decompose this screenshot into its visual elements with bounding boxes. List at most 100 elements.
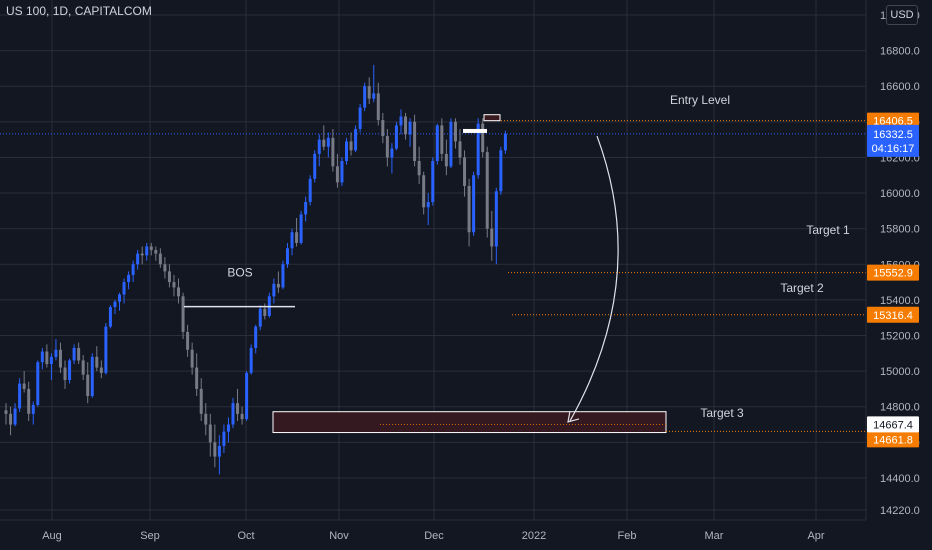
- candle-body: [127, 274, 131, 283]
- tag-value: 16332.5: [873, 129, 913, 141]
- level-name-label: Entry Level: [670, 93, 730, 107]
- candle-body: [195, 367, 199, 389]
- tag-bg: [867, 264, 919, 281]
- candle-body: [467, 185, 471, 233]
- target-3-zone: [272, 411, 667, 434]
- candle-body: [72, 347, 76, 361]
- y-tick-label: 14220.0: [880, 505, 920, 517]
- candle-body: [463, 157, 467, 186]
- candle-body: [340, 161, 344, 183]
- candle-body: [381, 120, 385, 137]
- time-axis[interactable]: Aug Sep Oct Nov Dec 2022 Feb Mar Apr: [42, 530, 825, 542]
- candle-body: [240, 413, 244, 420]
- y-tick-label: 16000.0: [880, 188, 920, 200]
- candle-body: [372, 93, 376, 99]
- candle-body: [13, 408, 17, 425]
- candle-body: [313, 153, 317, 179]
- candle-body: [181, 296, 185, 332]
- candle-body: [317, 139, 321, 154]
- candle-body: [272, 283, 276, 297]
- candle-body: [95, 356, 99, 368]
- candle-body: [326, 137, 330, 147]
- candle-body: [163, 264, 167, 272]
- candle-body: [18, 383, 22, 409]
- candle-body: [31, 404, 35, 414]
- candle-body: [122, 282, 126, 295]
- target-1-tag: 15552.9: [867, 264, 919, 281]
- tag-countdown: 04:16:17: [872, 143, 915, 155]
- level-lines: [0, 120, 866, 432]
- candle-body: [208, 424, 212, 443]
- candle-body: [4, 410, 8, 414]
- price-tags: 16406.5 15552.9 15316.4 14661.8 14667.4 16332…: [867, 112, 919, 448]
- candle-body: [376, 93, 380, 121]
- candle-body: [494, 191, 498, 247]
- candle-body: [390, 148, 394, 158]
- y-tick-label: 14800.0: [880, 402, 920, 414]
- candle-body: [58, 349, 62, 368]
- candle-body: [304, 201, 308, 215]
- candle-body: [404, 116, 408, 135]
- candle-body: [349, 141, 353, 151]
- candle-body: [263, 308, 267, 316]
- candle-body: [199, 388, 203, 414]
- drawings: Entry Level Target 1 Target 2 Target 3 BOS: [184, 93, 850, 423]
- candle-body: [204, 413, 208, 425]
- candle-body: [190, 349, 194, 368]
- tag-bg: [867, 416, 919, 433]
- candle-body: [186, 331, 190, 350]
- x-tick-label: Feb: [618, 530, 637, 542]
- candle-body: [331, 137, 335, 167]
- candle-body: [167, 271, 171, 283]
- candle-body: [136, 253, 140, 265]
- candle-body: [367, 86, 371, 99]
- candle-body: [108, 307, 112, 327]
- candle-body: [22, 383, 26, 389]
- projection-arrow: [569, 135, 619, 422]
- candle-body: [104, 326, 108, 373]
- x-tick-label: Nov: [329, 530, 349, 542]
- tag-value: 14667.4: [873, 419, 913, 431]
- candle-body: [36, 362, 40, 405]
- candle-body: [245, 372, 249, 420]
- candle-body: [258, 308, 262, 327]
- entry-box: [483, 114, 501, 122]
- candle-body: [285, 248, 289, 265]
- level-name-label: Target 2: [780, 281, 824, 295]
- candle-body: [140, 253, 144, 256]
- candle-body: [99, 367, 103, 373]
- candle-body: [222, 431, 226, 446]
- entry-level-tag: 16406.5: [867, 112, 919, 129]
- x-tick-label: Apr: [807, 530, 824, 542]
- candle-body: [335, 166, 339, 183]
- candle-body: [131, 264, 135, 275]
- currency-badge[interactable]: USD: [886, 5, 918, 25]
- y-tick-label: 15400.0: [880, 295, 920, 307]
- candle-body: [68, 360, 72, 381]
- candle-body: [345, 141, 348, 162]
- candle-body: [27, 388, 31, 414]
- candle-body: [322, 139, 326, 147]
- candle-body: [290, 232, 294, 249]
- candle-body: [417, 161, 421, 176]
- candle-body: [363, 86, 367, 108]
- order-marker: [463, 128, 487, 133]
- tag-bg: [867, 306, 919, 323]
- candle-body: [90, 356, 94, 397]
- candle-body: [40, 351, 44, 363]
- bos-label: BOS: [227, 266, 252, 280]
- tag-value: 14661.8: [873, 434, 913, 446]
- candle-body: [408, 121, 412, 135]
- y-tick-label: 16600.0: [880, 81, 920, 93]
- tag-bg: [867, 112, 919, 129]
- candle-body: [149, 246, 153, 251]
- candle-body: [440, 125, 444, 154]
- candle-body: [295, 232, 299, 243]
- y-tick-label: 15200.0: [880, 331, 920, 343]
- target-2-tag: 15316.4: [867, 306, 919, 323]
- candle-body: [145, 246, 149, 256]
- y-tick-label: 15000.0: [880, 366, 920, 378]
- tag-value: 15552.9: [873, 268, 913, 280]
- candle-body: [49, 356, 53, 364]
